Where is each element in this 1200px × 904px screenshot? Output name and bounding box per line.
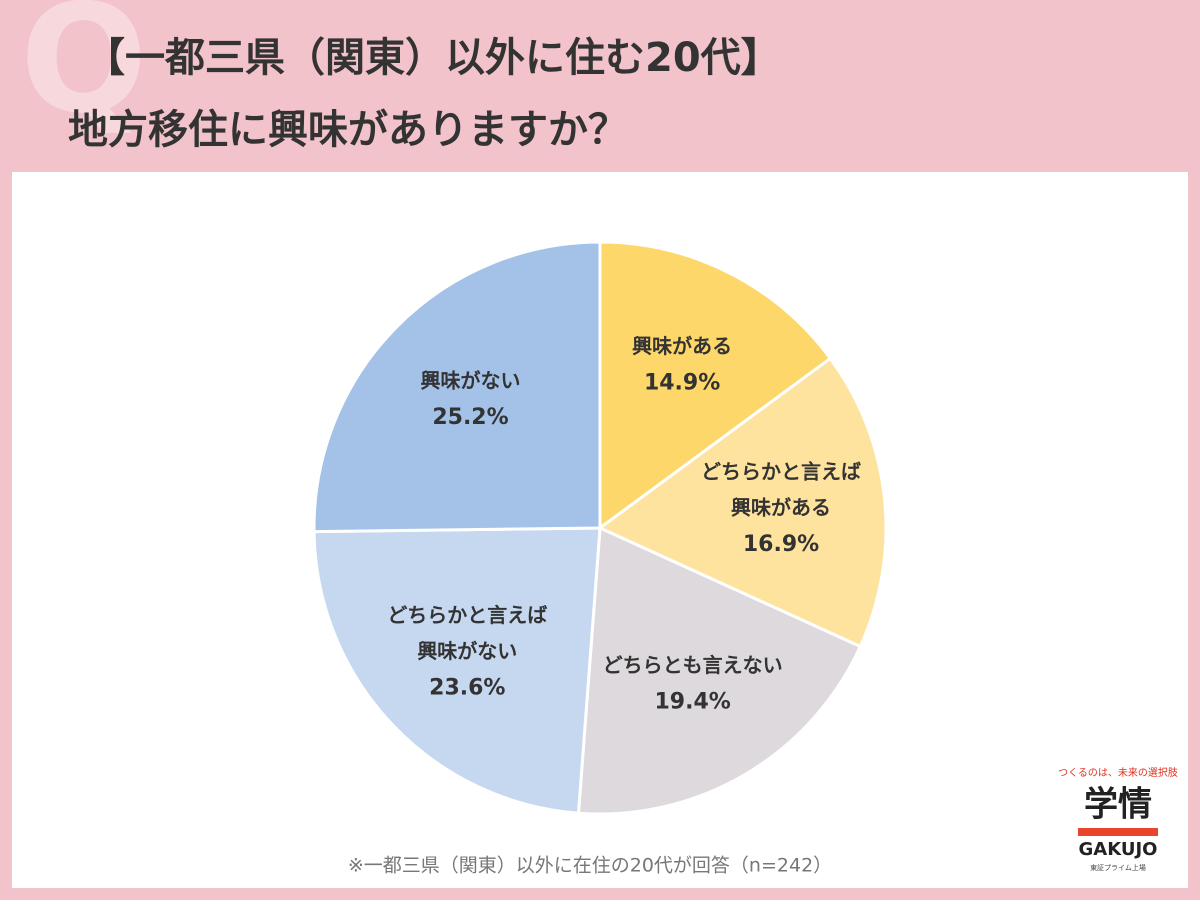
slice-label: 興味がある <box>731 496 831 520</box>
title-line: 地方移住に興味がありますか？ <box>68 107 628 153</box>
pie-slice <box>576 525 863 816</box>
title-line: 【一都三県（関東）以外に住む20代】 <box>85 35 781 81</box>
watermark: Q <box>20 0 148 147</box>
slice-label: どちらかと言えば <box>701 460 861 484</box>
pie-slice <box>312 240 602 534</box>
slice-label: 興味がある <box>632 334 732 358</box>
logo-bar <box>1078 828 1158 836</box>
logo-tagline: つくるのは、未来の選択肢 <box>1058 766 1178 779</box>
slice-label: どちらとも言えない <box>603 653 783 677</box>
value-label: 16.9% <box>743 532 819 557</box>
value-label: 25.2% <box>432 405 508 430</box>
logo-roman: GAKUJO <box>1079 839 1158 860</box>
pie-slice <box>597 356 888 649</box>
pie: 興味がある14.9%どちらかと言えば興味がある16.9%どちらとも言えない19.… <box>312 240 888 816</box>
value-label: 23.6% <box>429 676 505 701</box>
slice-label: どちらかと言えば <box>387 603 547 627</box>
logo-name: 学情 <box>1084 785 1152 825</box>
value-label: 19.4% <box>654 690 730 715</box>
footnote: ※一都三県（関東）以外に在住の20代が回答（n=242） <box>348 855 832 877</box>
pie-slice <box>598 240 833 531</box>
slice-label: 興味がない <box>417 639 517 663</box>
value-label: 14.9% <box>644 371 720 396</box>
pie-slice <box>312 526 602 815</box>
slice-label: 興味がない <box>421 369 521 393</box>
logo-market: 東証プライム上場 <box>1090 863 1146 872</box>
